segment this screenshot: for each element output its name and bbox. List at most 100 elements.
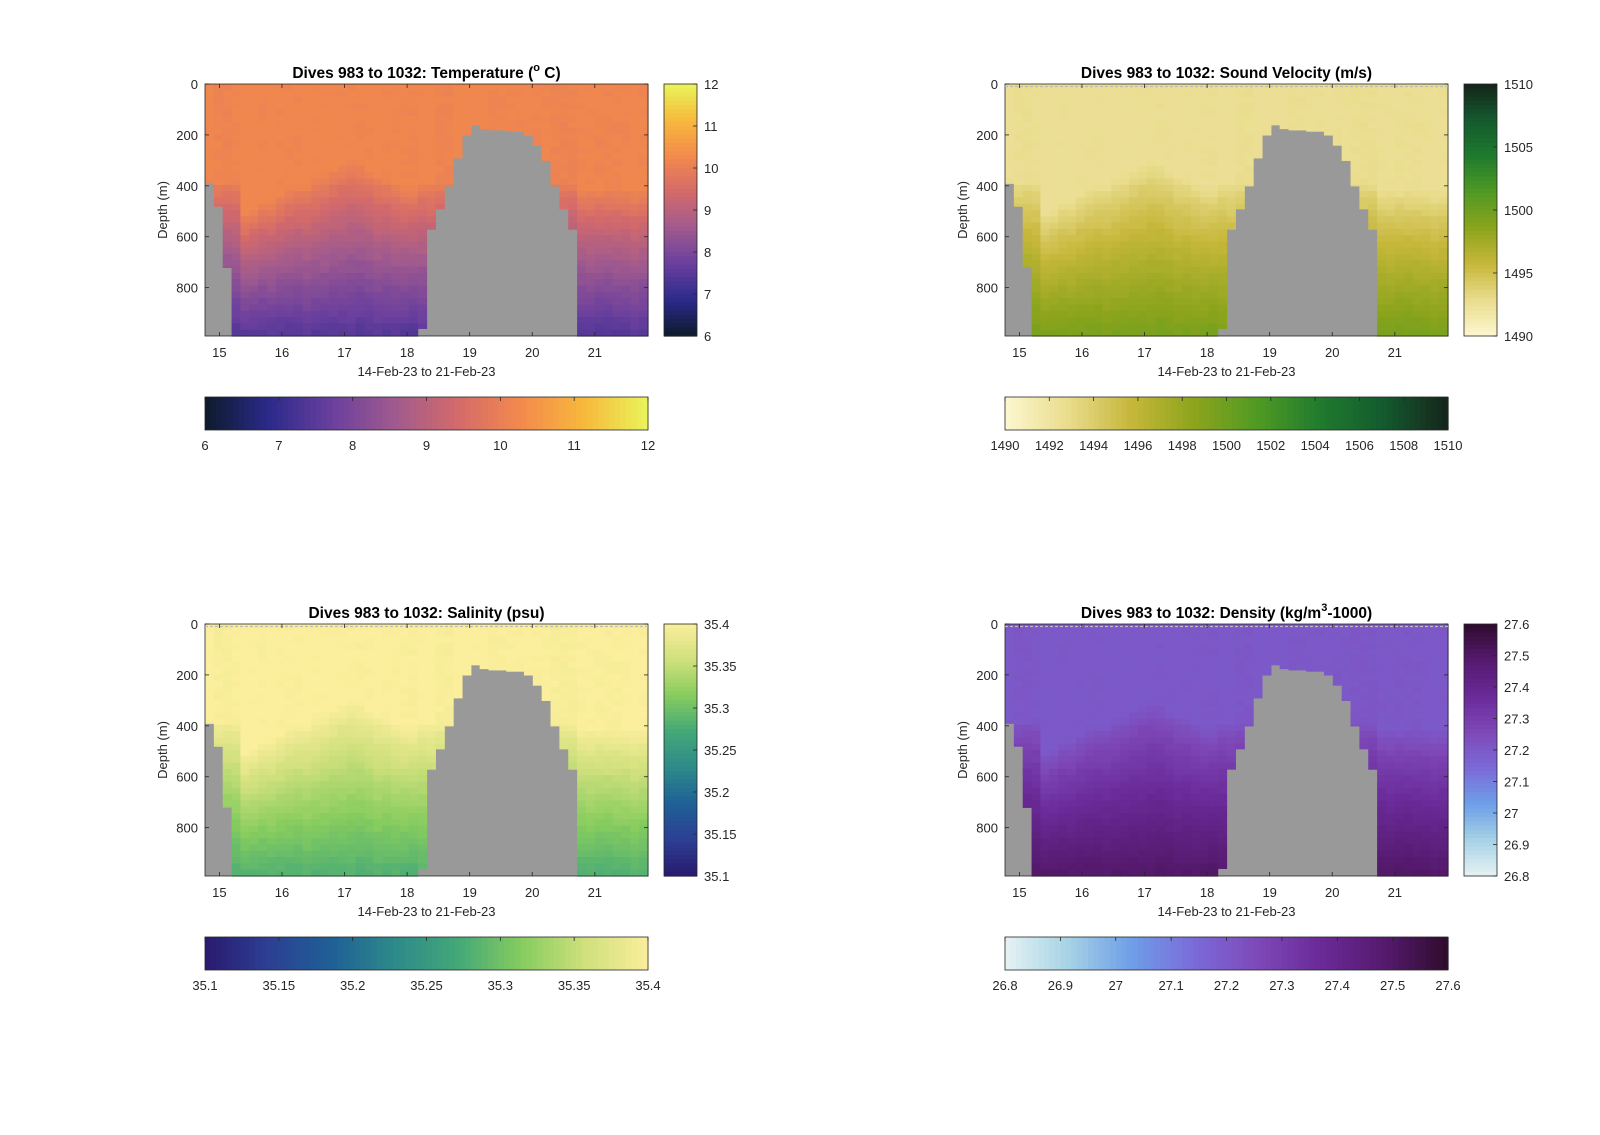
heatmap-cell — [1040, 254, 1050, 261]
heatmap-cell — [1164, 159, 1174, 167]
heatmap-cell — [1208, 323, 1219, 331]
heatmap-cell — [275, 737, 286, 745]
heatmap-cell — [515, 102, 525, 110]
heatmap-cell — [639, 291, 649, 299]
heatmap-cell — [1412, 210, 1423, 217]
heatmap-cell — [399, 787, 410, 795]
heatmap-cell — [1120, 241, 1130, 249]
heatmap-cell — [444, 649, 454, 657]
heatmap-cell — [382, 273, 392, 280]
heatmap-cell — [213, 687, 224, 694]
heatmap-cell — [364, 191, 374, 198]
heatmap-cell — [639, 235, 649, 243]
heatmap-cell — [603, 737, 614, 745]
heatmap-cell — [408, 216, 419, 224]
colorbar-step — [664, 260, 697, 266]
heatmap-cell — [249, 699, 259, 707]
heatmap-cell — [585, 317, 596, 324]
heatmap-cell — [293, 712, 304, 720]
colorbar-step — [1464, 130, 1497, 135]
heatmap-cell — [1031, 90, 1042, 98]
heatmap-cell — [1412, 203, 1423, 211]
heatmap-cell — [1137, 304, 1148, 312]
heatmap-cell — [249, 241, 259, 249]
heatmap-cell — [532, 661, 543, 669]
heatmap-cell — [275, 273, 286, 280]
heatmap-cell — [532, 128, 543, 135]
heatmap-cell — [1164, 197, 1174, 205]
heatmap-cell — [1120, 197, 1130, 205]
heatmap-cell — [453, 693, 463, 699]
colorbar-step — [387, 397, 394, 430]
heatmap-cell — [258, 768, 268, 776]
heatmap-cell — [205, 661, 215, 669]
heatmap-cell — [1341, 134, 1352, 142]
heatmap-cell — [240, 825, 250, 833]
heatmap-cell — [603, 172, 614, 180]
heatmap-cell — [1173, 134, 1183, 142]
heatmap-cell — [594, 153, 605, 161]
heatmap-cell — [1084, 172, 1095, 180]
heatmap-cell — [532, 642, 543, 650]
colorbar-step — [1198, 397, 1205, 430]
heatmap-cell — [382, 96, 392, 104]
heatmap-cell — [249, 775, 259, 783]
heatmap-cell — [1385, 247, 1396, 255]
heatmap-cell — [1253, 128, 1263, 135]
heatmap-cell — [639, 693, 649, 701]
heatmap-cell — [594, 680, 605, 688]
heatmap-cell — [1031, 222, 1042, 230]
heatmap-cell — [391, 655, 401, 663]
heatmap-cell — [355, 96, 366, 104]
heatmap-cell — [1022, 90, 1033, 98]
heatmap-cell — [1093, 266, 1104, 274]
heatmap-cell — [532, 96, 543, 104]
heatmap-cell — [426, 674, 436, 682]
heatmap-cell — [267, 147, 277, 154]
heatmap-cell — [523, 636, 534, 644]
heatmap-cell — [585, 768, 596, 776]
heatmap-cell — [329, 869, 339, 877]
heatmap-cell — [1341, 102, 1352, 110]
heatmap-cell — [391, 266, 401, 274]
heatmap-cell — [585, 624, 596, 631]
heatmap-cell — [320, 247, 330, 255]
heatmap-cell — [435, 197, 445, 205]
heatmap-cell — [1173, 109, 1183, 117]
heatmap-cell — [1058, 121, 1068, 129]
heatmap-cell — [1412, 266, 1423, 274]
heatmap-cell — [594, 674, 605, 682]
heatmap-cell — [267, 863, 277, 871]
heatmap-cell — [231, 687, 242, 694]
heatmap-cell — [1022, 153, 1033, 161]
heatmap-cell — [205, 165, 215, 173]
heatmap-cell — [408, 705, 419, 713]
heatmap-cell — [1146, 102, 1157, 110]
heatmap-cell — [391, 636, 401, 644]
colorbar-step — [504, 397, 511, 430]
heatmap-cell — [355, 781, 366, 789]
heatmap-cell — [479, 636, 490, 644]
colorbar-step — [1464, 289, 1497, 295]
heatmap-cell — [1191, 159, 1201, 167]
heatmap-cell — [585, 102, 596, 110]
heatmap-cell — [479, 642, 490, 650]
heatmap-cell — [612, 121, 623, 129]
heatmap-cell — [1022, 121, 1033, 129]
heatmap-cell — [461, 84, 472, 91]
heatmap-cell — [1377, 222, 1387, 230]
heatmap-cell — [231, 762, 242, 770]
heatmap-cell — [275, 857, 286, 864]
heatmap-cell — [337, 687, 348, 694]
heatmap-cell — [1412, 254, 1423, 261]
heatmap-cell — [639, 134, 649, 142]
heatmap-cell — [382, 165, 392, 173]
heatmap-cell — [1226, 210, 1236, 217]
heatmap-cell — [373, 197, 383, 205]
heatmap-cell — [320, 109, 330, 117]
colorbar-step — [664, 666, 697, 671]
heatmap-cell — [417, 298, 428, 306]
heatmap-cell — [594, 863, 605, 871]
heatmap-cell — [231, 260, 242, 268]
heatmap-cell — [585, 147, 596, 154]
